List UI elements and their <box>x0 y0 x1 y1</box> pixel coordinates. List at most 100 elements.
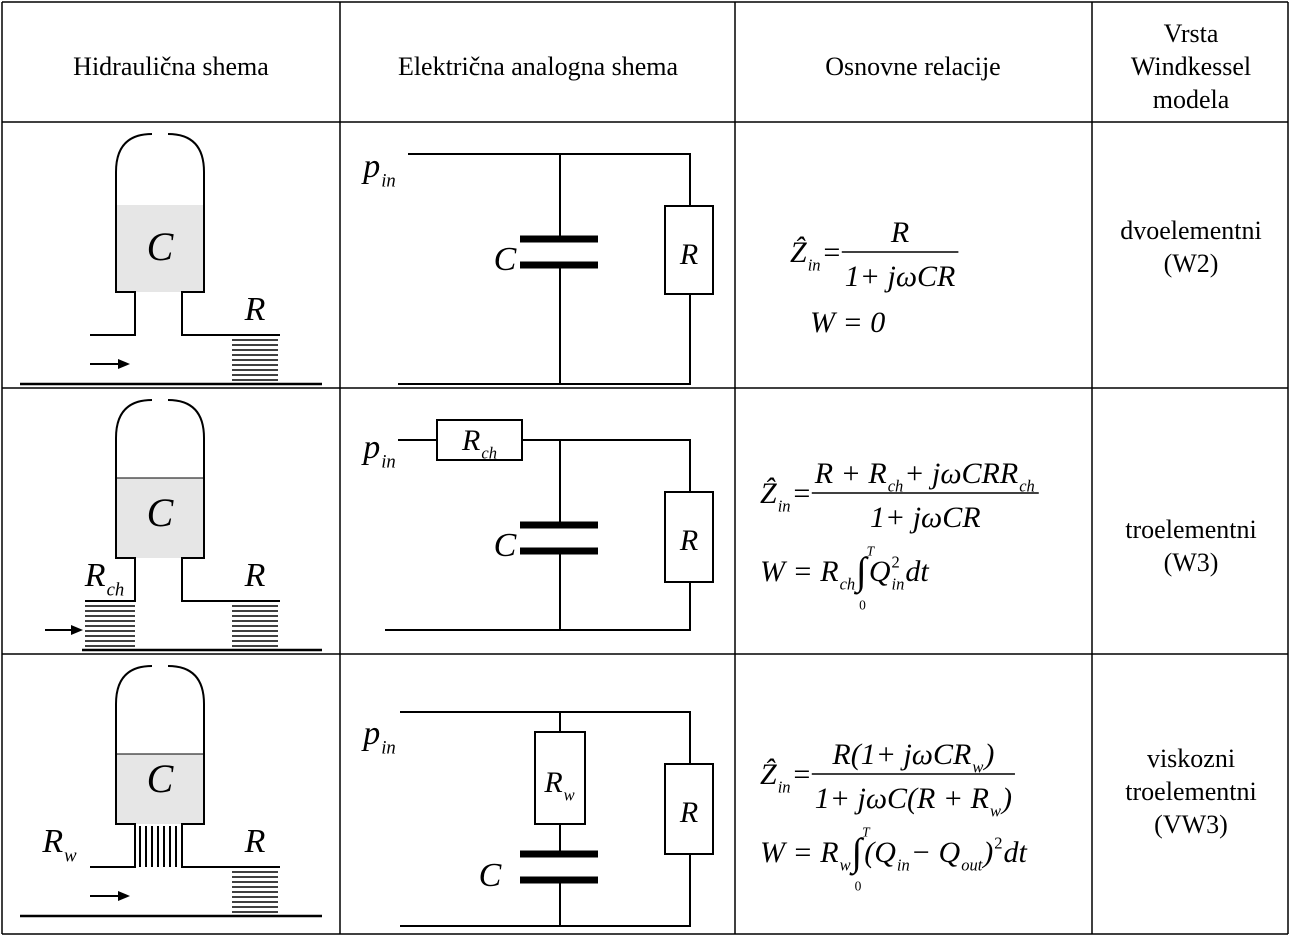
line <box>85 399 153 602</box>
text: W = R <box>760 555 839 588</box>
text: Ẑ <box>760 758 777 791</box>
label: R <box>244 557 266 594</box>
line <box>385 439 691 631</box>
text: C <box>494 241 517 278</box>
text: p <box>361 429 380 466</box>
text: − Q <box>911 836 961 869</box>
denominator: 1+ jωCR <box>845 260 956 293</box>
text: in <box>892 574 905 593</box>
text: R + R <box>814 457 887 490</box>
text: R <box>244 557 266 594</box>
label: p in <box>361 148 396 192</box>
fluid <box>116 205 204 292</box>
label: p in <box>361 715 396 759</box>
model-type: dvoelementni <box>1120 216 1262 245</box>
header-cell: Vrsta <box>1164 19 1219 48</box>
line <box>398 153 691 385</box>
text: Q <box>869 555 891 588</box>
text: in <box>381 738 396 759</box>
text: R <box>679 524 698 557</box>
line <box>90 133 153 336</box>
text: ch <box>107 580 125 601</box>
resistor <box>664 491 714 583</box>
label: C <box>147 224 175 269</box>
line <box>85 605 135 647</box>
line <box>139 826 177 867</box>
line <box>400 711 691 927</box>
text: ) <box>982 738 994 771</box>
text: R <box>543 766 562 799</box>
resistor <box>534 731 586 825</box>
line <box>167 665 280 868</box>
header-cell: modela <box>1153 85 1230 114</box>
text: R <box>244 823 266 860</box>
text: C <box>494 527 517 564</box>
label: C <box>147 490 175 535</box>
model-type: (W3) <box>1164 548 1219 577</box>
line <box>232 339 278 381</box>
model-type: troelementni <box>1125 515 1256 544</box>
text: ) <box>1000 782 1012 815</box>
numerator: R <box>890 216 909 249</box>
arrow-head <box>71 625 83 635</box>
text: = <box>792 477 812 510</box>
text: in <box>381 171 396 192</box>
text: C <box>147 490 175 535</box>
text: R <box>679 796 698 829</box>
text: W = R <box>760 836 839 869</box>
arrow-head <box>118 359 130 369</box>
text: R <box>461 424 480 457</box>
resistor <box>664 763 714 855</box>
text: ∫ <box>850 831 865 876</box>
model-type: viskozni <box>1147 744 1235 773</box>
line <box>520 850 598 884</box>
text: ch <box>840 574 856 593</box>
text: ch <box>888 476 904 495</box>
text: in <box>381 452 396 473</box>
text: R(1+ jωCR <box>831 738 971 771</box>
text: in <box>897 855 910 874</box>
line <box>520 235 598 269</box>
text: ch <box>481 443 497 462</box>
text: 2 <box>994 834 1002 853</box>
text: W = 0 <box>810 306 885 339</box>
denominator: 1+ jωCR <box>870 501 981 534</box>
label: R <box>244 823 266 860</box>
text: w <box>564 785 575 804</box>
text: in <box>778 496 791 515</box>
text: T <box>862 825 871 840</box>
label: C <box>494 527 517 564</box>
header-cell: Hidraulična shema <box>73 52 269 81</box>
text: p <box>361 715 380 752</box>
header-cell: Windkessel <box>1131 52 1251 81</box>
text: C <box>479 857 502 894</box>
label: C <box>479 857 502 894</box>
text: 0 <box>855 879 862 894</box>
text: Ẑ <box>760 477 777 510</box>
label: p in <box>361 429 396 473</box>
text: 2 <box>892 553 900 572</box>
resistor <box>436 419 523 461</box>
text: R <box>890 216 909 249</box>
text: R <box>41 823 63 860</box>
text: + jωCRR <box>904 457 1018 490</box>
text: w <box>840 855 851 874</box>
label: R <box>679 796 698 829</box>
line <box>90 665 153 868</box>
line <box>232 871 278 913</box>
text: ) <box>981 836 993 869</box>
text: in <box>778 777 791 796</box>
text: 1+ jωCR <box>845 260 956 293</box>
text: 1+ jωCR <box>870 501 981 534</box>
line <box>232 605 278 647</box>
label: C <box>494 241 517 278</box>
arrow-head <box>118 891 130 901</box>
line <box>520 521 598 555</box>
